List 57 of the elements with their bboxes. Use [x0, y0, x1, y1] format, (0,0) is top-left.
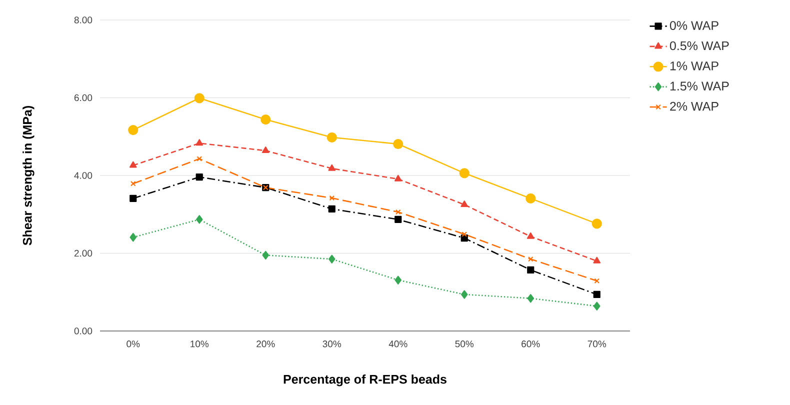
- point: [395, 209, 401, 215]
- legend-label: 1% WAP: [670, 62, 718, 70]
- point: [528, 256, 534, 262]
- point: [194, 93, 204, 104]
- point: [592, 218, 602, 229]
- point: [128, 124, 138, 136]
- point: [262, 250, 270, 260]
- point: [196, 215, 203, 224]
- point: [526, 193, 536, 204]
- point: [130, 232, 137, 242]
- point: [130, 180, 136, 186]
- point: [394, 216, 402, 223]
- point: [527, 266, 534, 274]
- point: [593, 256, 601, 264]
- y-tick-label: 8.00: [74, 16, 92, 24]
- point: [130, 194, 137, 202]
- y-tick-label: 4.00: [74, 172, 92, 179]
- point: [196, 174, 203, 181]
- legend-label: 1.5% WAP: [670, 82, 729, 91]
- point: [393, 138, 404, 150]
- point: [526, 232, 534, 239]
- point: [460, 290, 468, 299]
- point: [129, 161, 137, 168]
- point: [262, 146, 270, 153]
- x-tick-label: 40%: [388, 340, 408, 348]
- y-tick-label: 2.00: [74, 250, 92, 257]
- point: [593, 302, 600, 310]
- x-tick-label: 70%: [588, 340, 606, 348]
- y-tick-label: 6.00: [74, 94, 92, 102]
- x-tick-label: 50%: [455, 340, 474, 348]
- point: [394, 276, 402, 284]
- y-tick-label: 0.00: [74, 328, 92, 334]
- point: [328, 205, 336, 212]
- point: [196, 156, 202, 162]
- y-axis-title: Shear strength in (MPa): [22, 106, 34, 246]
- x-tick-label: 10%: [190, 340, 209, 348]
- point: [527, 294, 534, 303]
- point: [462, 232, 468, 237]
- x-axis-title: Percentage of R-EPS beads: [284, 374, 446, 386]
- x-tick-label: 20%: [256, 340, 275, 348]
- x-tick-label: 60%: [522, 340, 540, 348]
- legend-label: 0.5% WAP: [670, 41, 729, 50]
- point: [328, 164, 336, 171]
- point: [459, 168, 470, 178]
- legend-label: 2% WAP: [670, 102, 718, 111]
- point: [594, 278, 600, 284]
- point: [394, 174, 402, 182]
- point: [329, 195, 335, 201]
- legend-label: 0% WAP: [670, 21, 718, 30]
- x-tick-label: 30%: [322, 340, 342, 348]
- point: [196, 139, 204, 146]
- point: [328, 254, 336, 264]
- point: [593, 290, 600, 298]
- x-tick-label: 0%: [126, 340, 140, 348]
- point: [260, 114, 271, 125]
- point: [460, 200, 468, 208]
- point: [326, 132, 337, 142]
